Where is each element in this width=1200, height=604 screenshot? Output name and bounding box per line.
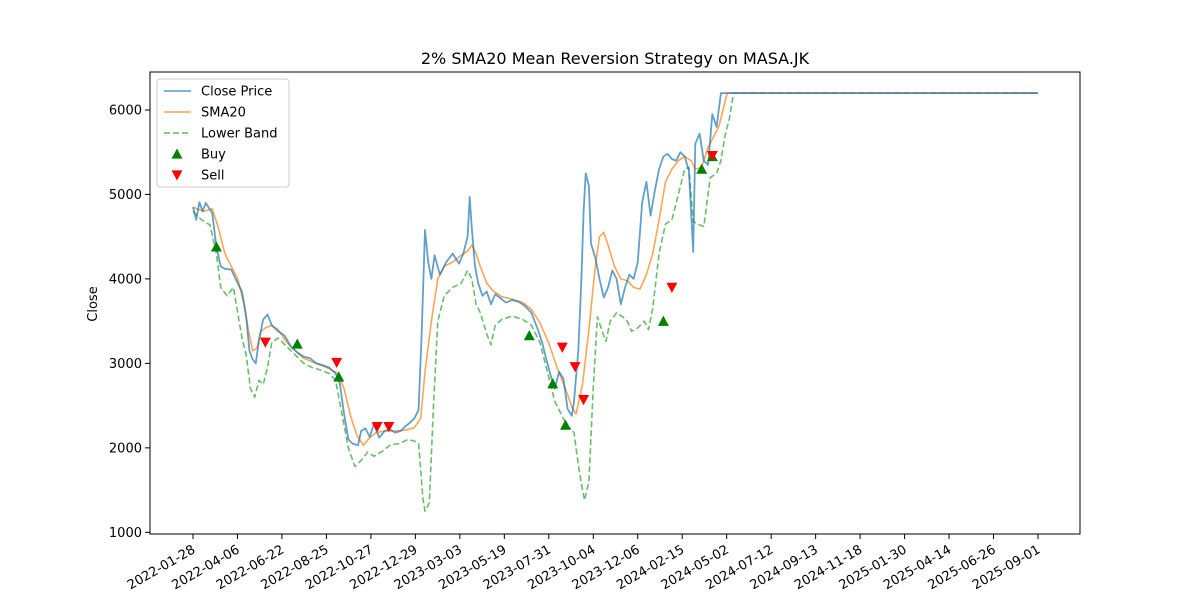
legend-label-sma: SMA20	[201, 106, 246, 121]
sell-marker	[666, 282, 678, 293]
sell-marker	[556, 342, 568, 353]
sell-marker	[331, 357, 343, 369]
plot-frame	[149, 71, 1081, 535]
legend-box	[156, 78, 290, 188]
legend: Close Price SMA20 Lower Band Buy Sell	[156, 78, 290, 188]
sell-marker	[383, 422, 395, 433]
y-tick-label: 4000	[109, 272, 142, 287]
plot-area	[192, 92, 1038, 512]
buy-marker	[559, 419, 571, 430]
y-tick-label: 5000	[109, 188, 142, 203]
sell-marker	[569, 362, 581, 373]
sell-marker	[371, 422, 383, 433]
buy-marker	[547, 378, 559, 389]
y-tick-label: 1000	[109, 526, 142, 541]
legend-label-lower: Lower Band	[201, 127, 277, 142]
legend-label-buy: Buy	[201, 148, 226, 163]
sell-marker	[706, 150, 718, 162]
y-tick-label: 2000	[109, 441, 142, 456]
buy-marker	[210, 241, 222, 252]
buy-marker	[696, 163, 708, 174]
legend-swatch-buy	[171, 148, 183, 159]
series-line-close	[192, 92, 1038, 447]
buy-marker	[657, 315, 669, 326]
y-axis-label: Close	[86, 286, 101, 321]
buy-marker	[333, 371, 345, 382]
chart-title: 2% SMA20 Mean Reversion Strategy on MASA…	[421, 49, 810, 68]
y-tick-label: 6000	[109, 104, 142, 119]
legend-label-sell: Sell	[201, 169, 224, 184]
legend-label-close: Close Price	[201, 85, 272, 100]
y-axis-ticks: 1000 2000 3000 4000 5000 6000	[109, 104, 150, 541]
sell-marker	[578, 395, 590, 406]
y-tick-label: 3000	[109, 357, 142, 372]
sell-marker	[259, 337, 271, 348]
buy-marker	[291, 338, 303, 349]
series-line-sma	[192, 92, 1038, 447]
buy-marker	[523, 330, 535, 341]
legend-swatch-sell	[171, 170, 183, 181]
